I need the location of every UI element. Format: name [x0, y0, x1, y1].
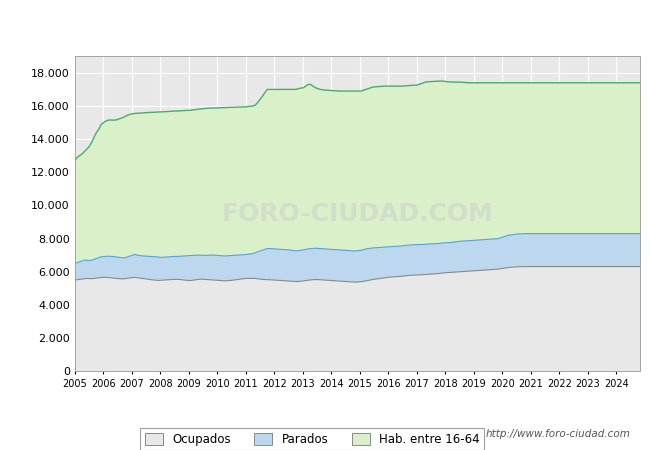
Text: Alhaurín el Grande - Evolucion de la poblacion en edad de Trabajar Noviembre de : Alhaurín el Grande - Evolucion de la pob… — [46, 17, 604, 30]
Legend: Ocupados, Parados, Hab. entre 16-64: Ocupados, Parados, Hab. entre 16-64 — [140, 428, 484, 450]
Text: FORO-CIUDAD.COM: FORO-CIUDAD.COM — [222, 202, 493, 226]
Text: http://www.foro-ciudad.com: http://www.foro-ciudad.com — [486, 429, 630, 439]
